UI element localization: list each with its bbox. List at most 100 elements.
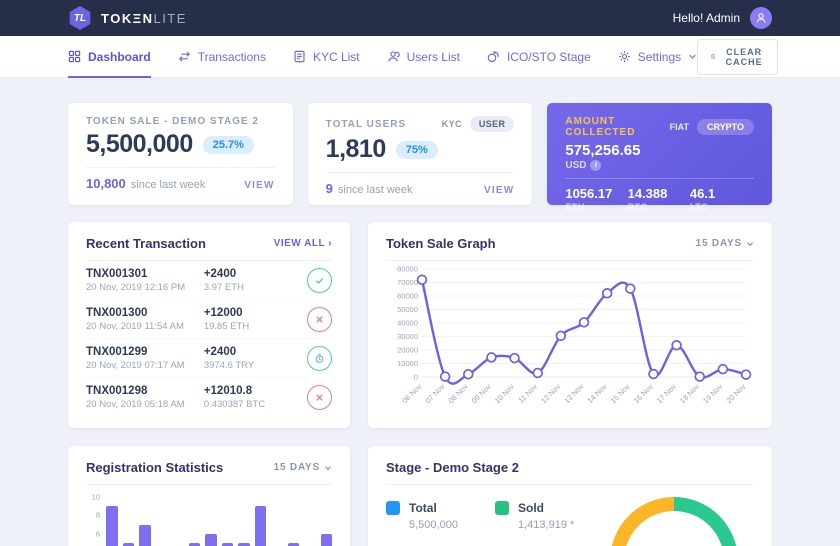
transaction-row[interactable]: TNX001301 20 Nov, 2019 12:16 PM +2400 3.97 …	[86, 261, 332, 300]
registration-bar[interactable]	[238, 543, 250, 546]
transaction-id: TNX001301	[86, 268, 148, 280]
registration-bar[interactable]	[188, 543, 200, 546]
cross-icon	[316, 316, 323, 323]
graph-period-dropdown[interactable]: 15 DAYS	[696, 238, 754, 249]
total-users-delta: 9	[325, 181, 333, 196]
brand-logo-icon[interactable]: TL	[69, 6, 91, 30]
top-navbar: TL TOKΞNLITE Hello! Admin	[0, 0, 840, 36]
svg-text:19 Nov: 19 Nov	[701, 382, 724, 405]
cross-icon	[316, 394, 323, 401]
transaction-row[interactable]: TNX001299 20 Nov, 2019 07:17 AM +2400 3974.…	[86, 339, 332, 378]
registration-bar[interactable]	[287, 543, 299, 546]
token-sale-line-chart: 0 10000 20000 30000 40000 50000 60000 70000 8000…	[397, 265, 752, 405]
line-data-point[interactable]	[694, 371, 705, 382]
nav-item-transactions[interactable]: Transactions	[178, 36, 266, 77]
transaction-converted: 3974.6 TRY	[203, 360, 255, 371]
transaction-row[interactable]: TNX001300 20 Nov, 2019 11:54 AM +12000 19.8…	[86, 300, 332, 339]
line-data-point[interactable]	[509, 352, 520, 364]
toggle-kyc[interactable]: KYC	[441, 119, 462, 129]
svg-text:60000: 60000	[397, 292, 418, 301]
legend-value: 5,500,000	[409, 519, 458, 531]
registration-bar[interactable]	[320, 533, 332, 546]
crypto-unit: BTC	[627, 202, 648, 212]
crypto-value: 1056.17	[565, 186, 613, 201]
crypto-total-ltc: 46.1 LTC	[690, 186, 752, 212]
clear-cache-button[interactable]: CLEAR CACHE	[697, 38, 779, 75]
crypto-total-eth: 1056.17 ETH	[565, 186, 627, 212]
nav-item-kyc-list[interactable]: KYC List	[293, 36, 360, 77]
svg-text:40000: 40000	[397, 319, 418, 328]
transaction-converted: 0.430387 BTC	[203, 399, 266, 410]
svg-text:20000: 20000	[397, 346, 418, 355]
line-data-point[interactable]	[578, 317, 590, 328]
legend-item-sold: Sold 1,413,919 *	[495, 501, 594, 531]
svg-text:10000: 10000	[397, 359, 418, 368]
nav-item-users-list[interactable]: Users List	[387, 36, 460, 77]
check-icon	[315, 277, 324, 284]
svg-text:17 Nov: 17 Nov	[655, 382, 678, 405]
toggle-fiat[interactable]: FIAT	[669, 122, 689, 132]
total-users-title: TOTAL USERS	[325, 118, 407, 130]
crypto-totals: 1056.17 ETH 14.388 BTC 46.1 LTC	[565, 186, 754, 212]
transaction-row[interactable]: TNX001298 20 Nov, 2019 05:18 AM +12010.8 0.…	[86, 378, 332, 416]
crypto-total-btc: 14.388 BTC	[628, 186, 690, 212]
stage-title: Stage - Demo Stage 2	[386, 460, 519, 475]
nav-item-dashboard[interactable]: Dashboard	[68, 36, 151, 78]
toggle-user[interactable]: USER	[469, 116, 515, 132]
toggle-crypto[interactable]: CRYPTO	[697, 119, 755, 135]
users-kyc-toggle: KYC USER	[442, 116, 515, 132]
total-users-view-link[interactable]: VIEW	[483, 185, 515, 196]
svg-text:07 Nov: 07 Nov	[423, 382, 446, 405]
nav-item-settings[interactable]: Settings	[618, 36, 697, 77]
ico-sto-icon	[487, 51, 499, 63]
nav-item-label: Dashboard	[88, 49, 151, 64]
bar-y-tick: 6	[95, 529, 100, 539]
total-users-card: TOTAL USERS KYC USER 1,810 75% 9 since l…	[307, 103, 533, 205]
token-sale-percent-badge: 25.7%	[202, 135, 254, 154]
line-data-point[interactable]	[601, 288, 613, 299]
transaction-id: TNX001300	[86, 307, 148, 319]
line-data-point[interactable]	[416, 274, 428, 286]
recent-transactions-title: Recent Transaction	[86, 236, 206, 251]
transaction-status-failed	[307, 385, 332, 410]
chevron-down-icon	[747, 241, 753, 246]
line-data-point[interactable]	[486, 352, 497, 363]
info-icon[interactable]: i	[590, 160, 602, 171]
registration-bar[interactable]	[139, 524, 151, 546]
registration-bar[interactable]	[205, 533, 217, 546]
line-data-point[interactable]	[463, 369, 474, 380]
registration-bar[interactable]	[254, 506, 266, 546]
nav-item-ico-sto-stage[interactable]: ICO/STO Stage	[487, 36, 591, 77]
registration-period-dropdown[interactable]: 15 DAYS	[274, 462, 332, 473]
bar-y-tick: 8	[95, 510, 100, 520]
main-content: TOKEN SALE - DEMO STAGE 2 5,500,000 25.7…	[0, 78, 840, 546]
line-data-point[interactable]	[625, 283, 636, 294]
trash-icon	[711, 54, 716, 60]
clock-icon	[315, 353, 324, 363]
token-sale-view-link[interactable]: VIEW	[244, 180, 275, 191]
bar-y-tick: 10	[91, 492, 100, 502]
view-all-link[interactable]: VIEW ALL ›	[273, 238, 332, 249]
line-data-point[interactable]	[671, 340, 682, 351]
user-avatar[interactable]	[750, 7, 772, 29]
line-data-point[interactable]	[532, 367, 543, 379]
registration-statistics-card: Registration Statistics 15 DAYS 246810	[68, 446, 350, 546]
line-data-point[interactable]	[740, 369, 752, 380]
crypto-unit: LTC	[689, 202, 709, 212]
graph-period-label: 15 DAYS	[695, 238, 742, 249]
registration-bar[interactable]	[221, 543, 233, 546]
settings-icon	[618, 51, 630, 62]
line-data-point[interactable]	[555, 330, 567, 342]
line-data-point[interactable]	[717, 363, 729, 375]
svg-text:13 Nov: 13 Nov	[562, 382, 585, 405]
line-data-point[interactable]	[648, 368, 659, 380]
chevron-down-icon	[325, 465, 331, 470]
registration-bar[interactable]	[122, 543, 134, 546]
stage-card: Stage - Demo Stage 2 Total 5,500,000 Sold 1…	[368, 446, 772, 546]
line-data-point[interactable]	[439, 371, 451, 382]
token-sale-delta-caption: since last week	[130, 179, 206, 191]
registration-bar[interactable]	[106, 506, 118, 546]
token-sale-value: 5,500,000	[86, 130, 193, 158]
transaction-status-failed	[307, 307, 332, 332]
